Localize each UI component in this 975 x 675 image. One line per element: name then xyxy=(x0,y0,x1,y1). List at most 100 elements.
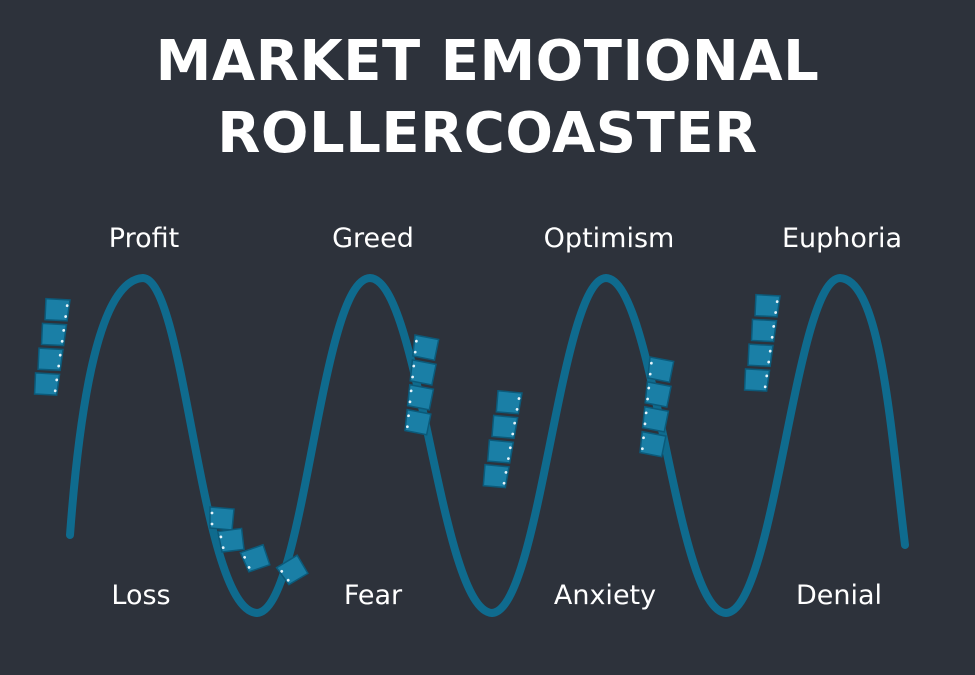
coaster-car-body xyxy=(646,356,675,384)
car-rivet xyxy=(763,385,767,389)
coaster-car-body xyxy=(639,430,667,458)
coaster-car-body xyxy=(33,372,61,396)
car-rivet xyxy=(767,360,771,364)
coaster-car-icon xyxy=(404,408,432,436)
label-fear: Fear xyxy=(343,580,403,611)
coaster-car-body xyxy=(486,439,515,464)
car-rivet xyxy=(243,555,247,559)
coaster-car-icon xyxy=(409,358,437,386)
car-rivet xyxy=(55,378,59,382)
coaster-car-body xyxy=(44,297,71,322)
label-optimism: Optimism xyxy=(543,223,675,254)
car-rivet xyxy=(409,389,413,393)
car-rivet xyxy=(765,374,769,378)
coaster-car-body xyxy=(747,343,774,368)
car-rivet xyxy=(646,397,649,401)
coaster-car-body xyxy=(641,405,670,433)
coaster-car-icon xyxy=(33,372,61,396)
car-rivet xyxy=(643,422,647,426)
label-euphoria: Euphoria xyxy=(781,223,903,254)
car-rivet xyxy=(62,329,66,332)
car-rivet xyxy=(414,339,418,343)
title-line-1: MARKET EMOTIONAL xyxy=(155,29,820,94)
coaster-car-icon xyxy=(491,414,519,440)
coaster-car-icon xyxy=(644,380,672,408)
car-rivet xyxy=(502,481,506,485)
coaster-car-body xyxy=(411,334,440,362)
car-rivet xyxy=(408,400,412,404)
car-rivet xyxy=(644,411,648,415)
coaster-car-body xyxy=(37,347,64,372)
coaster-car-icon xyxy=(37,347,64,372)
coaster-car-icon xyxy=(495,389,523,415)
coaster-car-body xyxy=(750,318,778,343)
coaster-car-body xyxy=(644,380,672,408)
car-rivet xyxy=(506,457,510,461)
car-rivet xyxy=(53,389,57,393)
car-rivet xyxy=(210,511,214,515)
car-rivet xyxy=(411,375,414,379)
wave-track-icon xyxy=(66,273,909,618)
car-rivet xyxy=(640,447,644,451)
coaster-car-body xyxy=(406,383,435,411)
coaster-car-body xyxy=(743,368,771,392)
coaster-car-body xyxy=(275,554,309,586)
car-rivet xyxy=(517,397,521,400)
car-rivet xyxy=(407,414,410,418)
car-rivet xyxy=(770,335,774,339)
car-rivet xyxy=(65,304,69,308)
car-rivet xyxy=(247,565,251,569)
car-rivet xyxy=(58,353,62,357)
coaster-car-icon xyxy=(639,430,667,458)
coaster-car-body xyxy=(495,389,523,415)
car-rivet xyxy=(774,311,778,314)
coaster-car-icon xyxy=(239,543,271,573)
car-rivet xyxy=(515,407,519,411)
coaster-car-icon xyxy=(641,405,670,433)
car-rivet xyxy=(772,325,776,328)
coaster-car-body xyxy=(209,506,235,531)
coaster-car-icon xyxy=(482,463,510,489)
label-anxiety: Anxiety xyxy=(553,580,657,611)
car-rivet xyxy=(642,436,645,440)
car-rivet xyxy=(513,421,517,425)
coaster-car-body xyxy=(40,322,68,347)
coaster-car-body xyxy=(482,463,510,489)
title-line-2: ROLLERCOASTER xyxy=(217,101,758,166)
coaster-car-body xyxy=(216,527,245,553)
car-rivet xyxy=(64,315,68,318)
car-rivet xyxy=(648,372,652,376)
coaster-car-body xyxy=(754,293,781,318)
coaster-car-icon xyxy=(747,343,774,368)
coaster-car-body xyxy=(491,414,519,440)
car-rivet xyxy=(647,386,651,390)
coaster-car-icon xyxy=(411,334,440,362)
label-denial: Denial xyxy=(795,580,883,611)
coaster-car-body xyxy=(239,543,271,573)
car-rivet xyxy=(649,361,653,365)
coaster-car-icon xyxy=(754,293,781,318)
coaster-car-icon xyxy=(44,297,71,322)
coaster-cars xyxy=(33,293,781,586)
coaster-car-body xyxy=(409,358,437,386)
label-loss: Loss xyxy=(111,580,171,611)
car-rivet xyxy=(413,350,417,354)
car-rivet xyxy=(219,535,223,539)
car-rivet xyxy=(775,300,779,304)
car-rivet xyxy=(504,471,508,474)
car-rivet xyxy=(210,522,214,526)
coaster-car-icon xyxy=(216,527,245,553)
coaster-car-icon xyxy=(486,439,515,464)
car-rivet xyxy=(280,569,284,573)
car-rivet xyxy=(768,349,772,353)
coaster-car-icon xyxy=(40,322,68,347)
car-rivet xyxy=(511,432,515,436)
coaster-car-icon xyxy=(209,506,235,531)
coaster-car-body xyxy=(404,408,432,436)
coaster-car-icon xyxy=(646,356,675,384)
car-rivet xyxy=(405,425,409,429)
car-rivet xyxy=(286,578,290,582)
coaster-car-icon xyxy=(406,383,435,411)
label-profit: Profit xyxy=(108,223,180,254)
